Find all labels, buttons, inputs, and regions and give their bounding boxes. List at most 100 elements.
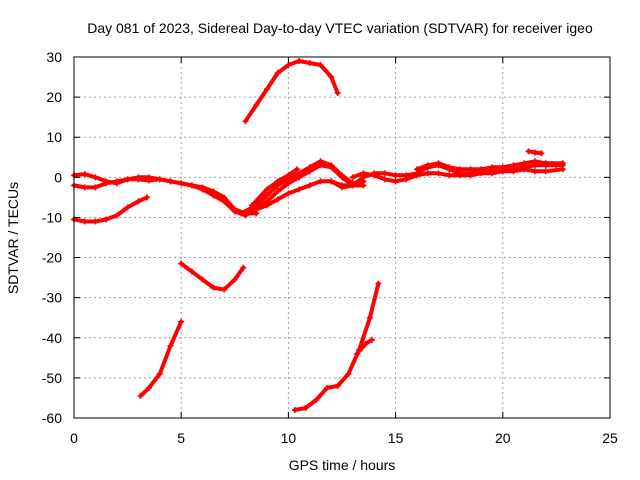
data-point (253, 206, 260, 213)
x-tick-label: 5 (177, 430, 185, 446)
data-point (306, 182, 313, 189)
data-point (263, 86, 270, 93)
data-point (81, 184, 88, 191)
data-point (274, 188, 281, 195)
data-point (531, 158, 538, 165)
series-arc-5 (238, 158, 367, 217)
data-point (221, 286, 228, 293)
data-point (424, 170, 431, 177)
data-point (467, 172, 474, 179)
data-point (167, 178, 174, 185)
series-arc-14 (137, 318, 185, 399)
data-point (542, 168, 549, 175)
data-point (499, 164, 506, 171)
data-point (92, 174, 99, 181)
grid-lines (74, 57, 610, 418)
x-tick-labels: 0 5 10 15 20 25 (70, 430, 618, 446)
series-line (243, 59, 340, 124)
data-point (124, 176, 131, 183)
data-point (137, 392, 144, 399)
data-point (559, 160, 566, 167)
y-tick-label: 10 (46, 129, 62, 145)
data-point (381, 170, 388, 177)
data-point (446, 172, 453, 179)
data-point (274, 196, 281, 203)
data-point (345, 370, 352, 377)
data-point (274, 70, 281, 77)
data-point (240, 264, 247, 271)
data-point (178, 318, 185, 325)
data-point (339, 172, 345, 179)
data-point (489, 164, 496, 171)
data-point (188, 182, 195, 189)
data-point (467, 166, 474, 173)
data-point (156, 176, 163, 183)
data-point (339, 182, 345, 189)
y-axis-label: SDTVAR / TECUs (5, 182, 21, 294)
data-point (135, 174, 142, 181)
data-point (317, 62, 324, 69)
x-tick-label: 10 (281, 430, 297, 446)
series-arc-11 (525, 148, 545, 157)
data-point (334, 382, 341, 389)
y-tick-label: 20 (46, 89, 62, 105)
series-arc-9 (349, 166, 566, 185)
data-point (317, 158, 324, 165)
data-point (369, 336, 376, 343)
data-point (328, 74, 335, 81)
data-point (167, 342, 174, 349)
data-point (263, 202, 270, 209)
data-point (323, 384, 330, 391)
data-point (103, 180, 110, 187)
data-point (392, 178, 399, 185)
data-point (253, 102, 260, 109)
y-tick-label: -20 (42, 250, 62, 266)
data-point (559, 166, 566, 173)
series-arc-10 (414, 158, 566, 173)
data-point (113, 212, 120, 219)
data-point (103, 216, 110, 223)
data-point (334, 90, 341, 97)
data-point (306, 60, 313, 67)
data-point (113, 178, 120, 185)
data-point (302, 404, 309, 411)
data-point (188, 268, 195, 275)
data-point (296, 170, 303, 177)
data-point (146, 174, 153, 181)
series-arc-16 (354, 336, 376, 357)
data-point (291, 406, 298, 413)
data-point (178, 180, 185, 187)
y-tick-label: -10 (42, 209, 62, 225)
data-point (285, 172, 292, 179)
series-arc-13 (178, 260, 247, 293)
y-tick-label: -40 (42, 330, 62, 346)
data-point (293, 166, 300, 173)
y-tick-label: 0 (54, 169, 62, 185)
data-point (456, 166, 463, 173)
data-point (435, 160, 442, 167)
data-point (349, 182, 356, 189)
data-point (248, 202, 255, 209)
data-point (521, 160, 528, 167)
data-point (478, 166, 485, 173)
data-point (231, 276, 238, 283)
data-point (446, 164, 453, 171)
y-tick-labels: -60 -50 -40 -30 -20 -10 0 10 20 30 (42, 49, 62, 426)
x-axis-label: GPS time / hours (289, 457, 396, 473)
series-arc-3 (71, 194, 150, 225)
chart-title: Day 081 of 2023, Sidereal Day-to-day VTE… (87, 20, 593, 36)
x-tick-label: 25 (602, 430, 618, 446)
x-tick-label: 15 (388, 430, 404, 446)
data-point (414, 172, 421, 179)
data-point (362, 340, 369, 347)
x-tick-label: 20 (495, 430, 511, 446)
data-point (178, 260, 185, 267)
data-point (403, 176, 410, 183)
axis-ticks (73, 56, 611, 419)
plot-frame (73, 56, 611, 419)
data-point (328, 178, 335, 185)
data-point (354, 350, 361, 357)
data-point (231, 208, 238, 215)
data-point (306, 164, 313, 171)
